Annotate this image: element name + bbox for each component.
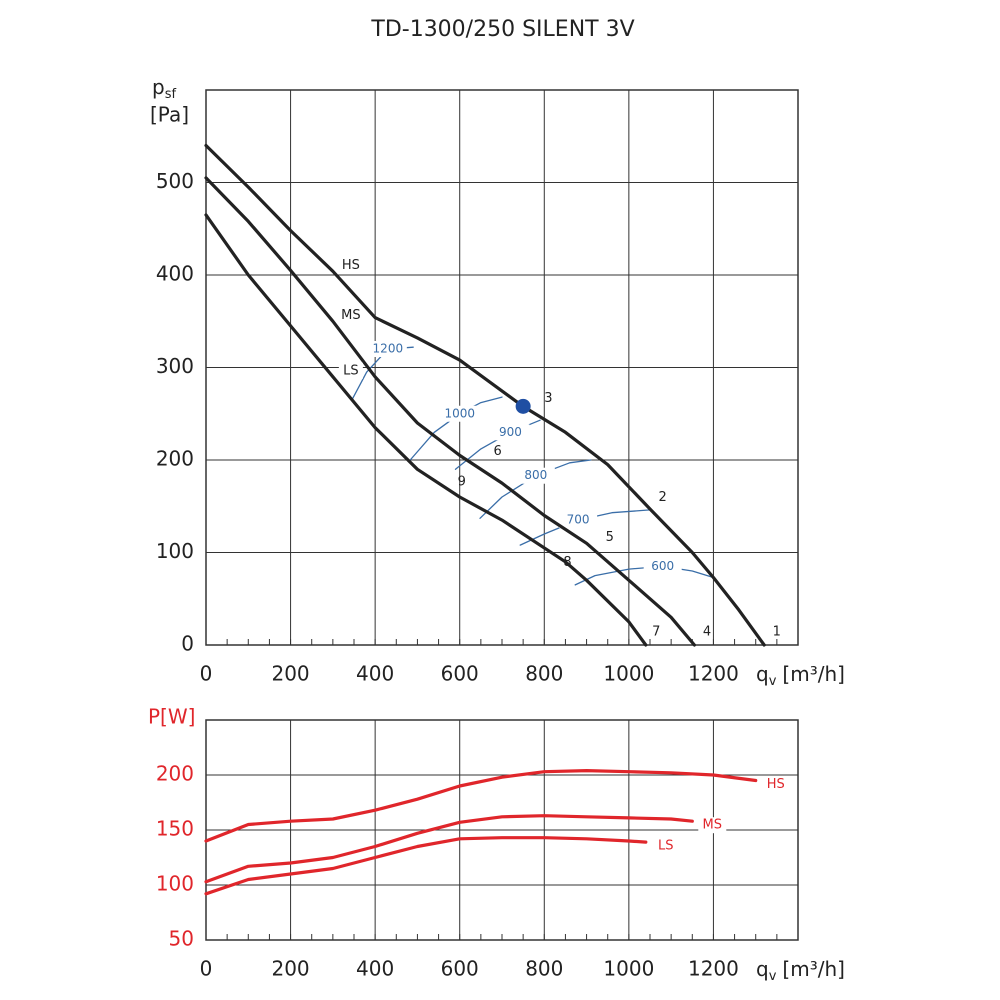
curve-label: LS xyxy=(658,839,674,854)
x-tick-label: 400 xyxy=(356,957,394,981)
curve-label: LS xyxy=(343,363,359,378)
y-label-main: p xyxy=(152,75,165,99)
y-tick-label: 150 xyxy=(156,817,194,841)
y-tick-label: 50 xyxy=(169,927,194,951)
curve-label: HS xyxy=(767,777,785,792)
x-tick-label: 800 xyxy=(525,957,563,981)
x-tick-label: 200 xyxy=(271,957,309,981)
x-label-unit: [m³/h] xyxy=(782,662,845,686)
y-tick-label: 200 xyxy=(156,762,194,786)
curve-label-bg xyxy=(338,307,363,324)
x-label-main: q xyxy=(756,957,769,981)
x-label-sub: v xyxy=(769,969,777,984)
curve-label: MS xyxy=(703,818,722,833)
curve-label: MS xyxy=(341,308,360,323)
y-tick-label: 0 xyxy=(181,632,194,656)
y-tick-label: 300 xyxy=(156,354,194,378)
x-tick-label: 0 xyxy=(200,957,213,981)
rpm-label: 700 xyxy=(567,513,590,527)
rpm-label: 600 xyxy=(651,559,674,573)
curve xyxy=(204,836,648,896)
curve xyxy=(204,176,696,647)
x-tick-label: 200 xyxy=(271,662,309,686)
rpm-label-bg xyxy=(516,467,555,484)
rpm-label: 1000 xyxy=(444,406,475,420)
x-tick-label: 1200 xyxy=(688,662,739,686)
x-label-unit: [m³/h] xyxy=(782,957,845,981)
y-axis-label: P[W] xyxy=(148,705,195,729)
y-tick-label: 400 xyxy=(156,262,194,286)
point-label: 5 xyxy=(606,530,614,545)
x-tick-label: 800 xyxy=(525,662,563,686)
y-tick-label: 100 xyxy=(156,539,194,563)
point-label: 7 xyxy=(652,624,660,639)
y-axis-label: psf xyxy=(152,75,176,102)
point-label: 1 xyxy=(773,624,781,639)
curve-label-bg xyxy=(338,362,363,379)
x-tick-label: 600 xyxy=(441,662,479,686)
y-tick-label: 100 xyxy=(156,872,194,896)
curve-label-bg xyxy=(651,838,680,855)
rpm-label: 800 xyxy=(524,468,547,482)
x-label-main: q xyxy=(756,662,769,686)
point-label: 4 xyxy=(703,624,711,639)
x-tick-label: 600 xyxy=(441,957,479,981)
x-axis-label: qv [m³/h] xyxy=(756,957,845,984)
x-label-sub: v xyxy=(769,674,777,689)
curve xyxy=(204,814,694,884)
x-tick-label: 1000 xyxy=(603,957,654,981)
point-label: 2 xyxy=(658,490,666,505)
rpm-label-bg xyxy=(559,512,598,529)
rpm-label-bg xyxy=(643,558,682,575)
x-tick-label: 1000 xyxy=(603,662,654,686)
rpm-label-bg xyxy=(440,405,479,422)
x-tick-label: 0 xyxy=(200,662,213,686)
x-axis-label: qv [m³/h] xyxy=(756,662,845,689)
rpm-label: 900 xyxy=(499,425,522,439)
point-label: 9 xyxy=(458,474,466,489)
curve-label-bg xyxy=(698,817,727,834)
curve xyxy=(204,213,648,647)
y-axis-unit: [Pa] xyxy=(150,103,189,127)
curve-label-bg xyxy=(761,776,790,793)
rpm-label-bg xyxy=(368,341,407,357)
point-label: 8 xyxy=(563,555,571,570)
y-tick-label: 200 xyxy=(156,447,194,471)
curve xyxy=(204,769,758,843)
operating-point xyxy=(515,398,531,414)
curve-label-bg xyxy=(338,257,363,274)
point-label: 3 xyxy=(544,391,552,406)
rpm-label-bg xyxy=(491,424,530,441)
x-tick-label: 400 xyxy=(356,662,394,686)
y-label-sub: sf xyxy=(165,87,177,102)
y-tick-label: 500 xyxy=(156,169,194,193)
x-tick-label: 1200 xyxy=(688,957,739,981)
curve-label: HS xyxy=(342,258,360,273)
point-label: 6 xyxy=(494,444,502,459)
chart-title: TD-1300/250 SILENT 3V xyxy=(370,17,634,42)
rpm-label: 1200 xyxy=(373,342,404,356)
